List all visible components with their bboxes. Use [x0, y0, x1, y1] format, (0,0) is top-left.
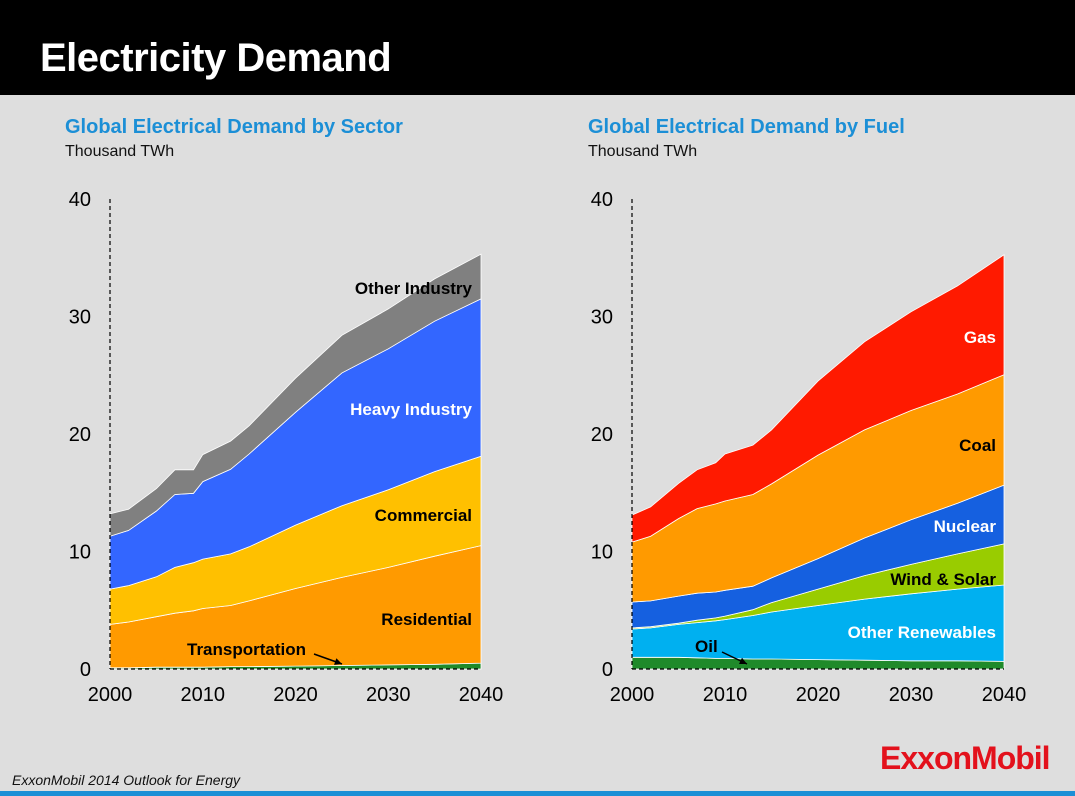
x-tick-label: 2030 [889, 684, 934, 706]
y-tick-label: 20 [69, 424, 91, 446]
x-tick-label: 2010 [703, 684, 748, 706]
y-tick-label: 0 [602, 659, 613, 681]
y-tick-label: 10 [591, 542, 613, 564]
title-bar: Electricity Demand [0, 0, 1075, 95]
chart-unit-sector: Thousand TWh [65, 143, 175, 160]
label-pointer-arrowhead [334, 658, 342, 665]
series-label-nuclear: Nuclear [934, 517, 997, 536]
y-tick-label: 30 [69, 307, 91, 329]
chart-unit-fuel: Thousand TWh [588, 143, 698, 160]
chart-title-sector: Global Electrical Demand by Sector [65, 116, 403, 138]
series-label-residential: Residential [381, 610, 472, 629]
x-tick-label: 2010 [181, 684, 226, 706]
series-label-gas: Gas [964, 328, 996, 347]
series-label-oil: Oil [695, 637, 718, 656]
series-label-coal: Coal [959, 436, 996, 455]
source-note: ExxonMobil 2014 Outlook for Energy [12, 772, 241, 788]
x-tick-label: 2000 [610, 684, 655, 706]
y-tick-label: 20 [591, 424, 613, 446]
series-label-commercial: Commercial [375, 506, 472, 525]
x-tick-label: 2040 [982, 684, 1027, 706]
y-tick-label: 40 [69, 189, 91, 211]
series-label-wind-solar: Wind & Solar [890, 570, 996, 589]
x-tick-label: 2000 [88, 684, 133, 706]
area-gas [631, 254, 1005, 543]
label-pointer-arrowhead [739, 657, 747, 665]
area-other-industry [109, 253, 482, 537]
y-tick-label: 10 [69, 542, 91, 564]
x-tick-label: 2030 [366, 684, 411, 706]
bottom-rule [0, 791, 1075, 796]
x-tick-label: 2020 [796, 684, 841, 706]
y-tick-label: 30 [591, 307, 613, 329]
series-label-other-renewables: Other Renewables [848, 623, 996, 642]
y-tick-label: 40 [591, 189, 613, 211]
series-label-other-industry: Other Industry [355, 279, 473, 298]
y-tick-label: 0 [80, 659, 91, 681]
x-tick-label: 2020 [273, 684, 318, 706]
page-title: Electricity Demand [40, 36, 392, 80]
chart-title-fuel: Global Electrical Demand by Fuel [588, 116, 905, 138]
exxonmobil-logo: ExxonMobil [880, 740, 1051, 776]
x-tick-label: 2040 [459, 684, 504, 706]
series-label-heavy-industry: Heavy Industry [350, 400, 472, 419]
series-label-transportation: Transportation [187, 640, 306, 659]
